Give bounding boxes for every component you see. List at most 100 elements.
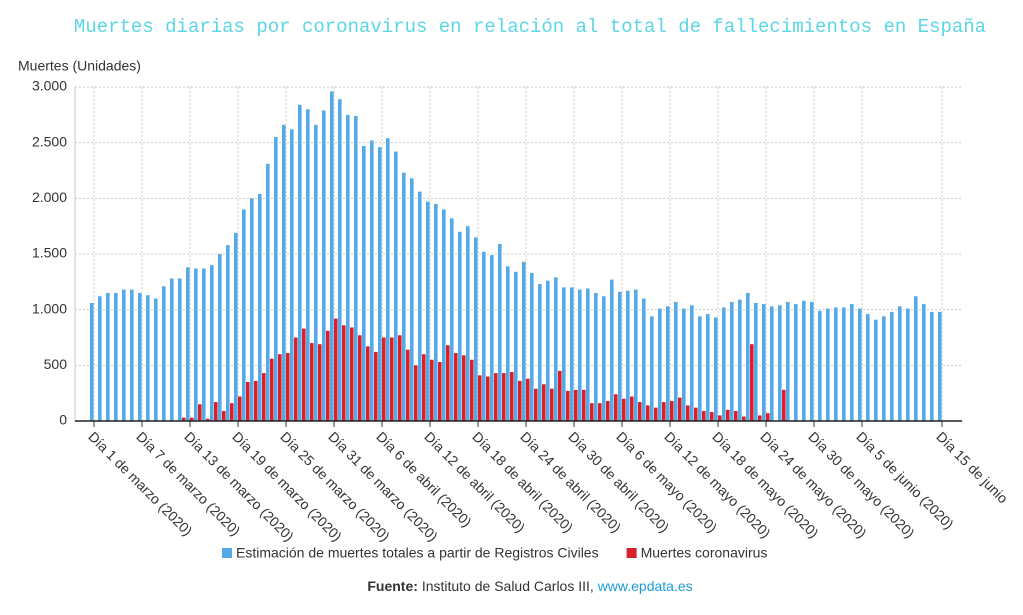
bar	[782, 389, 786, 421]
bar	[938, 311, 942, 421]
bar	[746, 292, 750, 421]
y-tick-label: 0	[59, 412, 67, 428]
y-tick-label: 1.000	[32, 300, 67, 316]
bar	[638, 402, 642, 421]
bar	[522, 261, 526, 421]
bar	[398, 335, 402, 421]
bar	[262, 373, 266, 421]
bar	[278, 354, 282, 421]
bar	[330, 91, 334, 421]
bar	[634, 289, 638, 421]
bar	[546, 280, 550, 421]
bar	[234, 232, 238, 421]
bar	[502, 373, 506, 421]
bar	[322, 110, 326, 421]
bar	[898, 306, 902, 421]
bar	[458, 231, 462, 421]
bar	[734, 410, 738, 421]
bar	[210, 265, 214, 421]
bar	[230, 403, 234, 421]
bar	[766, 413, 770, 421]
bar	[270, 358, 274, 421]
bar	[570, 287, 574, 421]
bar	[630, 396, 634, 421]
bar	[778, 305, 782, 421]
bar	[610, 279, 614, 421]
bar	[250, 198, 254, 421]
bar	[402, 172, 406, 421]
bar	[702, 410, 706, 421]
bar	[818, 310, 822, 421]
bar	[430, 359, 434, 421]
bar	[730, 301, 734, 421]
bar	[374, 351, 378, 421]
bar	[882, 316, 886, 421]
bar	[462, 355, 466, 421]
bar	[310, 343, 314, 421]
bar	[186, 267, 190, 421]
bar	[490, 255, 494, 421]
bar	[370, 140, 374, 421]
bar	[246, 382, 250, 421]
bar	[334, 318, 338, 421]
source-link[interactable]: www.epdata.es	[597, 578, 693, 594]
bar	[858, 308, 862, 421]
bar	[482, 251, 486, 421]
bar	[758, 415, 762, 421]
bar	[442, 209, 446, 421]
bar	[714, 317, 718, 421]
bar	[518, 380, 522, 421]
bar	[354, 115, 358, 422]
legend-swatch	[626, 548, 637, 558]
bar	[242, 209, 246, 421]
bar	[554, 277, 558, 421]
bar	[706, 314, 710, 421]
bar	[750, 344, 754, 421]
bar	[194, 268, 198, 421]
bar	[282, 124, 286, 421]
bar	[306, 109, 310, 422]
bar	[642, 298, 646, 421]
bar	[266, 163, 270, 421]
bar	[842, 307, 846, 421]
bar	[566, 390, 570, 421]
bar	[874, 319, 878, 421]
bar	[98, 296, 102, 421]
bar	[290, 129, 294, 421]
bar	[498, 243, 502, 421]
bar	[670, 400, 674, 421]
bar	[622, 398, 626, 421]
bar	[826, 308, 830, 421]
bar	[326, 330, 330, 421]
bar	[362, 146, 366, 422]
y-tick-label: 3.000	[32, 78, 67, 94]
bar	[338, 99, 342, 421]
bar	[802, 300, 806, 421]
bar	[722, 307, 726, 421]
chart-title: Muertes diarias por coronavirus en relac…	[74, 16, 986, 38]
bar	[718, 415, 722, 421]
bar	[382, 337, 386, 421]
bar	[690, 305, 694, 421]
bar	[562, 287, 566, 421]
bar	[314, 124, 318, 421]
bar	[394, 151, 398, 421]
bar	[506, 266, 510, 421]
bar	[198, 404, 202, 421]
bar	[726, 409, 730, 421]
bar	[618, 291, 622, 421]
bar	[922, 304, 926, 421]
bar	[762, 304, 766, 421]
bar	[594, 292, 598, 421]
bar	[550, 388, 554, 421]
bar	[614, 394, 618, 421]
bar	[182, 417, 186, 421]
bar	[666, 306, 670, 421]
bar	[578, 289, 582, 421]
bar	[294, 337, 298, 421]
bar	[170, 278, 174, 421]
bar	[654, 407, 658, 421]
bar	[426, 201, 430, 421]
y-axis-label: Muertes (Unidades)	[18, 58, 141, 74]
